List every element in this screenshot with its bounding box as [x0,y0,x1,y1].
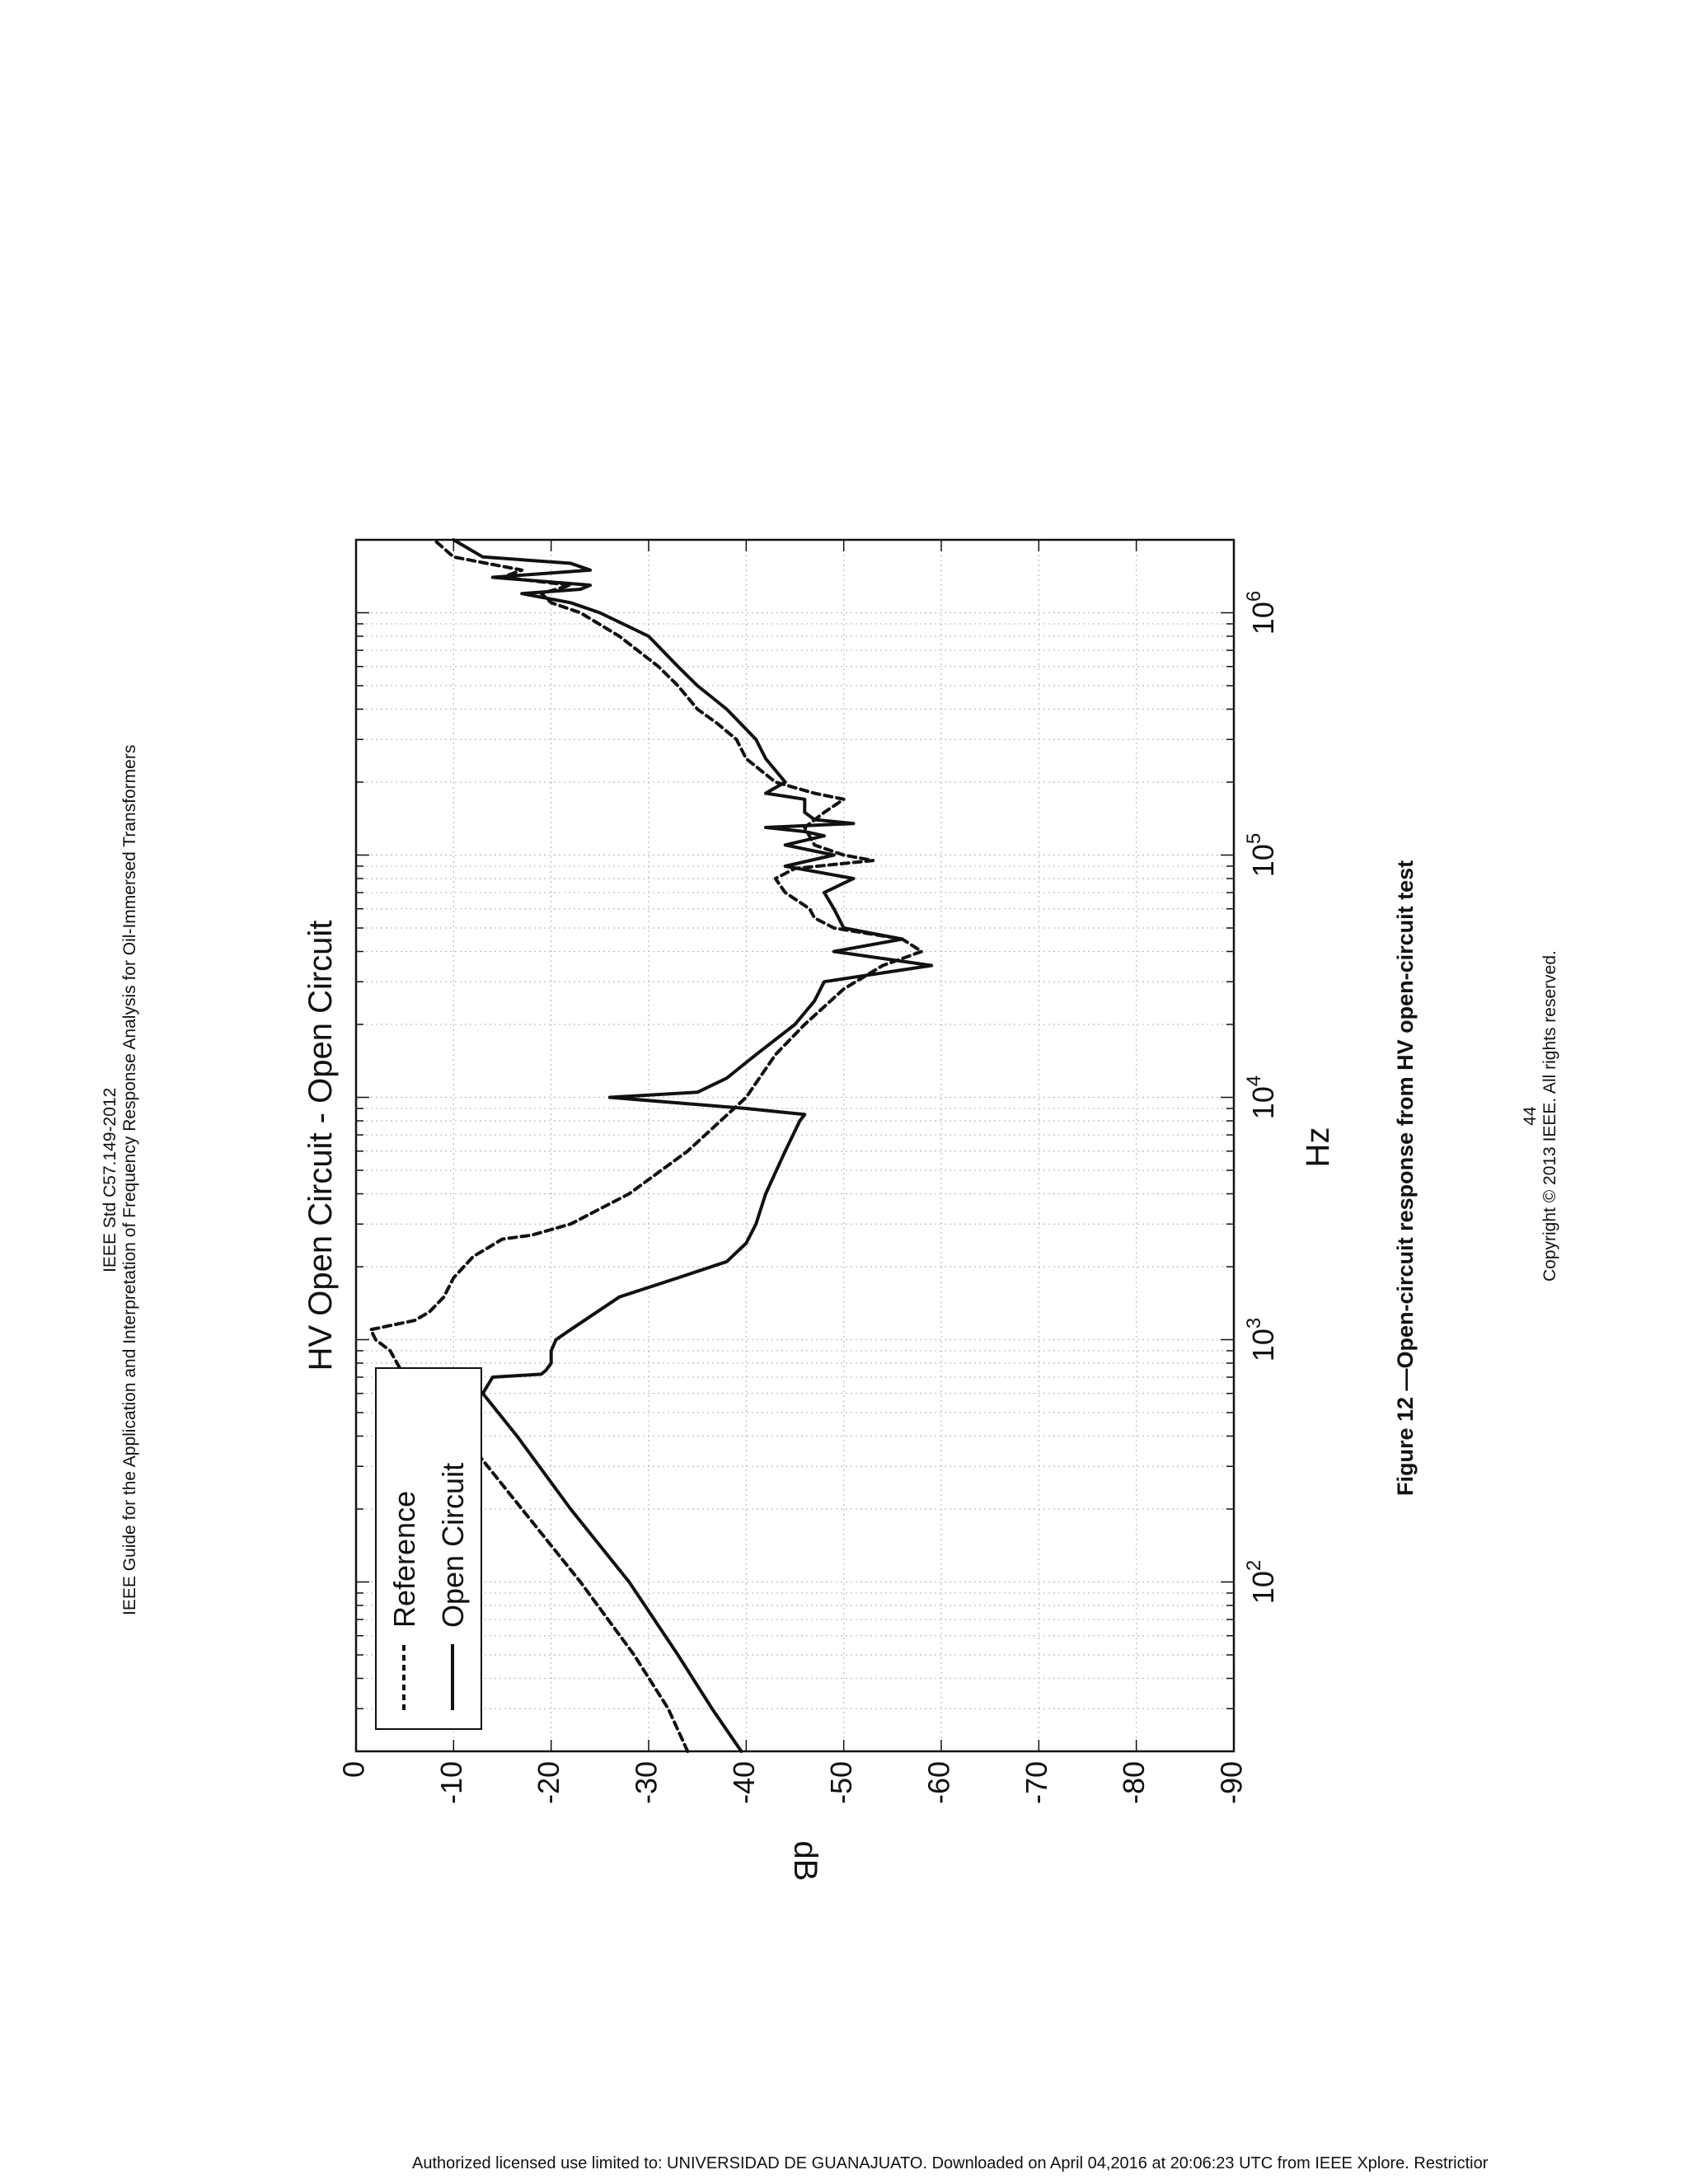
x-tick-base: 10 [1246,844,1280,877]
x-tick-label: 104 [1243,1076,1280,1119]
y-tick-label: -60 [922,1761,956,1804]
x-tick-label: 105 [1243,833,1280,877]
y-tick-label: -80 [1117,1761,1151,1804]
series-open-circuit-line [452,538,934,1753]
y-tick-label: 0 [337,1761,371,1778]
legend-box [375,1367,482,1730]
y-axis-label: dB [787,1841,823,1882]
license-notice: Authorized licensed use limited to: UNIV… [412,2154,1489,2172]
x-tick-base: 10 [1246,1329,1280,1361]
x-tick-label: 106 [1243,591,1280,635]
y-tick-label: -90 [1215,1761,1249,1804]
x-tick-base: 10 [1246,1571,1280,1604]
x-tick-exponent: 5 [1243,833,1265,844]
y-tick-label: -20 [532,1761,565,1804]
series-lines [368,538,934,1753]
y-tick-label: -50 [824,1761,858,1804]
x-tick-label: 103 [1243,1318,1280,1361]
axis-ticks [355,539,1235,1752]
legend-reference-label: Reference [387,1491,421,1628]
x-tick-exponent: 6 [1243,591,1265,602]
series-reference-line [368,538,924,1753]
x-tick-exponent: 2 [1243,1560,1265,1571]
y-tick-label: -40 [727,1761,761,1804]
tick-labels: 0 -10 -20 -30 -40 -50 -60 -70 -80 -90102103104105… [337,591,1280,1804]
x-tick-exponent: 3 [1243,1318,1265,1329]
y-tick-label: -30 [630,1761,663,1804]
y-tick-label: -70 [1020,1761,1053,1804]
x-tick-exponent: 4 [1243,1076,1265,1086]
chart-title: HV Open Circuit - Open Circuit [302,921,339,1371]
x-tick-label: 102 [1243,1560,1280,1604]
x-axis-label: Hz [1300,1127,1336,1168]
plot-frame [354,538,1236,1753]
x-tick-base: 10 [1246,1086,1280,1119]
y-tick-label: -10 [434,1761,468,1804]
legend-open-circuit-label: Open Circuit [436,1463,470,1628]
legend: Reference Open Circuit [375,1367,482,1730]
x-tick-base: 10 [1246,602,1280,635]
grid [355,539,1235,1752]
